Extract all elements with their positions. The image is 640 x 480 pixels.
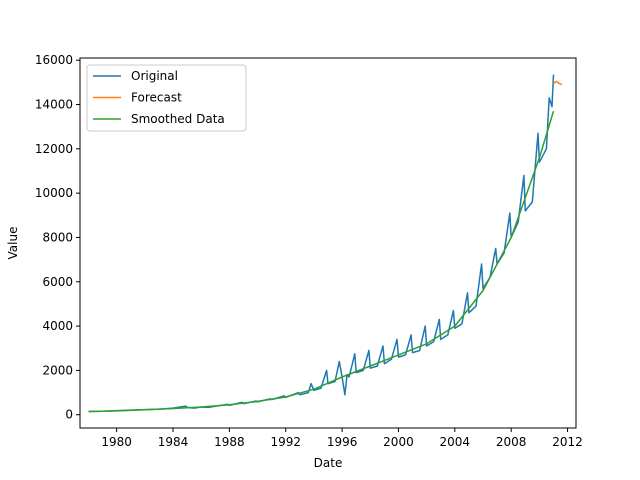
y-tick-label: 0 (65, 408, 73, 422)
x-tick-label: 2008 (496, 435, 527, 449)
x-tick-label: 2012 (552, 435, 583, 449)
y-tick-label: 14000 (35, 98, 73, 112)
legend-label: Forecast (131, 91, 182, 105)
plot-area (88, 74, 563, 413)
x-tick-label: 1984 (158, 435, 189, 449)
y-tick-label: 6000 (42, 275, 73, 289)
x-tick-label: 1988 (214, 435, 245, 449)
y-tick-label: 16000 (35, 53, 73, 67)
x-tick-label: 1992 (270, 435, 301, 449)
x-tick-label: 2000 (383, 435, 414, 449)
legend: Original Forecast Smoothed Data (86, 64, 247, 132)
x-axis: 1980 1984 1988 1992 1996 2000 2004 2008 2012 (101, 428, 583, 449)
y-tick-label: 2000 (42, 363, 73, 377)
y-axis: 0 2000 4000 6000 8000 10000 12000 14000 16000 (35, 53, 80, 422)
y-tick-label: 4000 (42, 319, 73, 333)
x-tick-label: 1996 (327, 435, 358, 449)
legend-box (86, 64, 247, 132)
axes-frame (79, 57, 577, 429)
y-tick-label: 12000 (35, 142, 73, 156)
y-axis-label: Value (6, 227, 20, 260)
y-tick-label: 10000 (35, 186, 73, 200)
y-tick-label: 8000 (42, 230, 73, 244)
x-axis-label: Date (314, 456, 343, 470)
legend-label: Original (131, 69, 178, 83)
x-tick-label: 2004 (440, 435, 471, 449)
x-tick-label: 1980 (101, 435, 132, 449)
legend-label: Smoothed Data (131, 112, 225, 126)
series-line-smoothed-data (88, 110, 555, 413)
series-line-forecast (553, 80, 563, 86)
